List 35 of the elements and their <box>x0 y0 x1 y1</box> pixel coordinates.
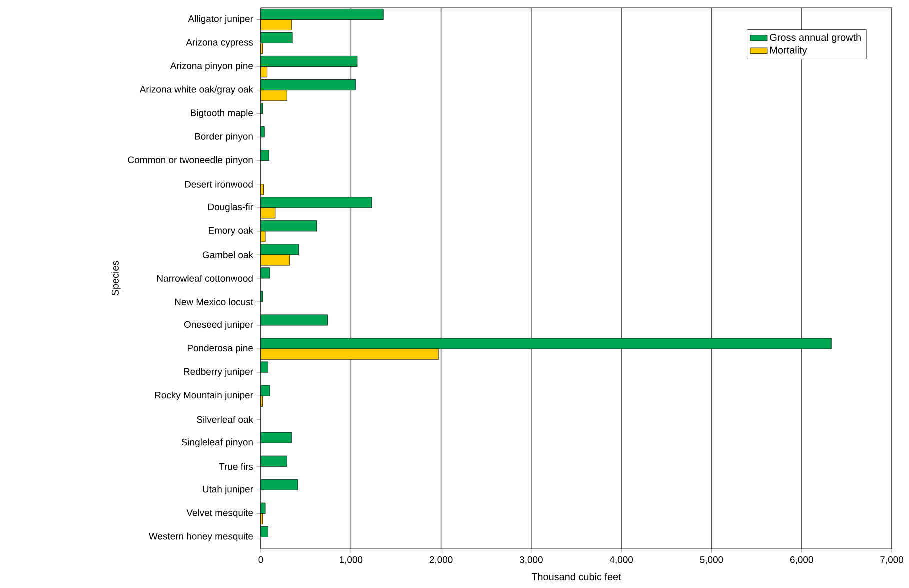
x-tick-label: 5,000 <box>700 556 724 564</box>
y-tick-label: True firs <box>219 463 254 470</box>
y-tick-label: Narrowleaf cottonwood <box>157 275 253 282</box>
y-tick-label: Silverleaf oak <box>197 416 254 424</box>
x-tick-label: 6,000 <box>790 556 814 564</box>
x-tick-label: 2,000 <box>430 556 453 564</box>
y-tick-label: Western honey mesquite <box>149 532 254 542</box>
y-tick-label: Douglas-fir <box>208 204 254 212</box>
y-tick-label: Arizona white oak/gray oak <box>140 86 254 95</box>
y-axis-title: Species <box>112 261 121 296</box>
y-tick-label: Oneseed juniper <box>184 321 254 330</box>
y-tick-label: Border pinyon <box>195 132 253 142</box>
y-tick-label: Arizona cypress <box>186 38 254 48</box>
x-tick-label: 3,000 <box>520 556 543 564</box>
y-tick-label: New Mexico locust <box>175 298 254 306</box>
y-tick-label: Gambel oak <box>202 251 254 258</box>
y-tick-label: Velvet mesquite <box>186 509 254 518</box>
y-tick-label: Alligator juniper <box>188 15 254 24</box>
y-tick-label: Rocky Mountain juniper <box>155 392 254 401</box>
y-tick-label: Emory oak <box>209 227 254 236</box>
y-tick-label: Desert ironwood <box>185 180 253 188</box>
y-tick-label: Utah juniper <box>203 486 254 495</box>
x-tick-label: 0 <box>258 556 264 564</box>
y-tick-label: Singleleaf pinyon <box>182 438 253 448</box>
y-tick-label: Redberry juniper <box>184 368 254 377</box>
y-tick-label: Common or twoneedle pinyon <box>128 156 253 166</box>
y-tick-label: Bigtooth maple <box>191 109 254 118</box>
x-tick-label: 7,000 <box>880 556 904 564</box>
x-tick-label: 4,000 <box>610 556 634 564</box>
y-tick-label: Ponderosa pine <box>188 344 254 354</box>
legend-label: Mortality <box>770 46 808 56</box>
y-tick-label: Arizona pinyon pine <box>170 62 254 72</box>
legend-label: Gross annual growth <box>770 34 861 44</box>
x-tick-label: 1,000 <box>340 556 363 564</box>
x-axis-title: Thousand cubic feet <box>532 573 622 580</box>
